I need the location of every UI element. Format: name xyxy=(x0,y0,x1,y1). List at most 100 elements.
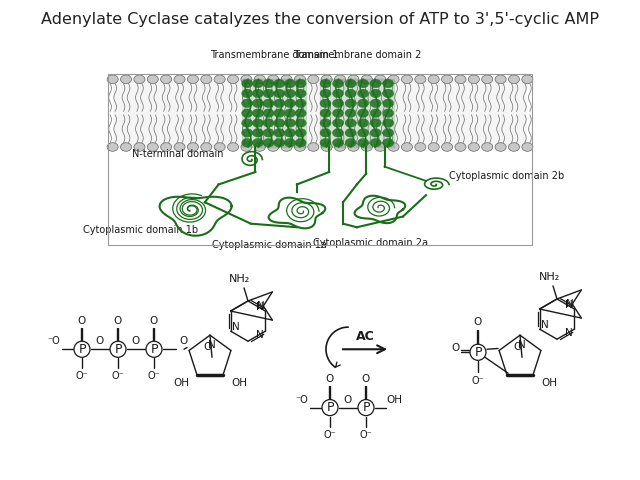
Text: N: N xyxy=(257,330,264,340)
Text: O: O xyxy=(326,374,334,384)
Text: P: P xyxy=(115,343,122,356)
Circle shape xyxy=(284,109,296,118)
Text: O: O xyxy=(180,336,188,346)
Circle shape xyxy=(294,75,305,84)
Circle shape xyxy=(428,75,439,84)
Circle shape xyxy=(455,143,466,151)
Text: N: N xyxy=(541,320,548,330)
Circle shape xyxy=(415,143,426,151)
Text: P: P xyxy=(78,343,86,356)
Circle shape xyxy=(374,143,386,151)
Circle shape xyxy=(383,119,394,127)
Text: O: O xyxy=(114,316,122,326)
Text: P: P xyxy=(474,346,482,359)
Circle shape xyxy=(495,143,506,151)
Circle shape xyxy=(508,75,520,84)
Text: O⁻: O⁻ xyxy=(360,430,372,440)
Circle shape xyxy=(174,75,185,84)
Circle shape xyxy=(495,75,506,84)
Text: O⁻: O⁻ xyxy=(76,372,88,382)
Circle shape xyxy=(295,138,306,147)
Circle shape xyxy=(522,75,533,84)
Circle shape xyxy=(333,89,344,98)
Circle shape xyxy=(333,138,344,147)
Circle shape xyxy=(242,119,253,127)
Circle shape xyxy=(358,138,369,147)
Circle shape xyxy=(274,129,285,137)
Circle shape xyxy=(522,143,533,151)
Circle shape xyxy=(383,138,394,147)
Text: O: O xyxy=(96,336,104,346)
Circle shape xyxy=(242,109,253,118)
Circle shape xyxy=(320,89,331,98)
Circle shape xyxy=(274,138,285,147)
Circle shape xyxy=(468,75,479,84)
Circle shape xyxy=(383,129,394,137)
FancyBboxPatch shape xyxy=(113,79,527,147)
Circle shape xyxy=(242,138,253,147)
Circle shape xyxy=(333,109,344,118)
Circle shape xyxy=(188,75,198,84)
Text: P: P xyxy=(326,401,333,414)
Circle shape xyxy=(254,75,266,84)
Text: Cytoplasmic domain 2b: Cytoplasmic domain 2b xyxy=(449,170,564,180)
Circle shape xyxy=(252,129,264,137)
Text: Transmembrane domain 1: Transmembrane domain 1 xyxy=(210,49,338,60)
Circle shape xyxy=(321,75,332,84)
Circle shape xyxy=(263,138,274,147)
Circle shape xyxy=(345,89,356,98)
Circle shape xyxy=(263,109,274,118)
Text: ⁻O: ⁻O xyxy=(47,336,60,346)
Text: N: N xyxy=(257,302,264,312)
Text: O: O xyxy=(514,342,522,352)
Circle shape xyxy=(252,119,264,127)
Text: N: N xyxy=(566,328,573,338)
Circle shape xyxy=(348,75,359,84)
Circle shape xyxy=(120,143,132,151)
Circle shape xyxy=(370,129,381,137)
Circle shape xyxy=(442,75,452,84)
Circle shape xyxy=(284,89,296,98)
Circle shape xyxy=(201,143,212,151)
Text: OH: OH xyxy=(231,378,247,388)
Text: NH₂: NH₂ xyxy=(229,274,251,284)
Text: Transmembrane domain 2: Transmembrane domain 2 xyxy=(292,49,421,60)
Circle shape xyxy=(252,99,264,108)
Circle shape xyxy=(370,109,381,118)
Circle shape xyxy=(320,79,331,88)
Circle shape xyxy=(295,109,306,118)
Circle shape xyxy=(388,75,399,84)
Text: O: O xyxy=(204,342,212,352)
Circle shape xyxy=(263,119,274,127)
Circle shape xyxy=(383,109,394,118)
Circle shape xyxy=(508,143,520,151)
Text: NH₂: NH₂ xyxy=(538,272,559,282)
Text: Cytoplasmic domain 1a: Cytoplasmic domain 1a xyxy=(212,240,327,251)
Text: Cytoplasmic domain 2a: Cytoplasmic domain 2a xyxy=(313,238,428,248)
Circle shape xyxy=(345,99,356,108)
Circle shape xyxy=(370,89,381,98)
Text: O: O xyxy=(150,316,158,326)
Text: O⁻: O⁻ xyxy=(148,372,161,382)
Circle shape xyxy=(333,129,344,137)
Text: O: O xyxy=(452,343,460,353)
Circle shape xyxy=(263,89,274,98)
Circle shape xyxy=(358,119,369,127)
Circle shape xyxy=(335,75,346,84)
Circle shape xyxy=(308,75,319,84)
Text: N: N xyxy=(566,300,573,310)
Circle shape xyxy=(345,109,356,118)
Text: O: O xyxy=(344,395,352,405)
Text: AC: AC xyxy=(356,330,374,343)
Circle shape xyxy=(428,143,439,151)
Circle shape xyxy=(335,143,346,151)
Circle shape xyxy=(295,129,306,137)
Circle shape xyxy=(348,143,359,151)
Text: O⁻: O⁻ xyxy=(111,372,124,382)
Circle shape xyxy=(294,143,305,151)
Circle shape xyxy=(295,89,306,98)
Circle shape xyxy=(295,119,306,127)
Circle shape xyxy=(345,129,356,137)
Circle shape xyxy=(358,89,369,98)
Circle shape xyxy=(227,143,239,151)
